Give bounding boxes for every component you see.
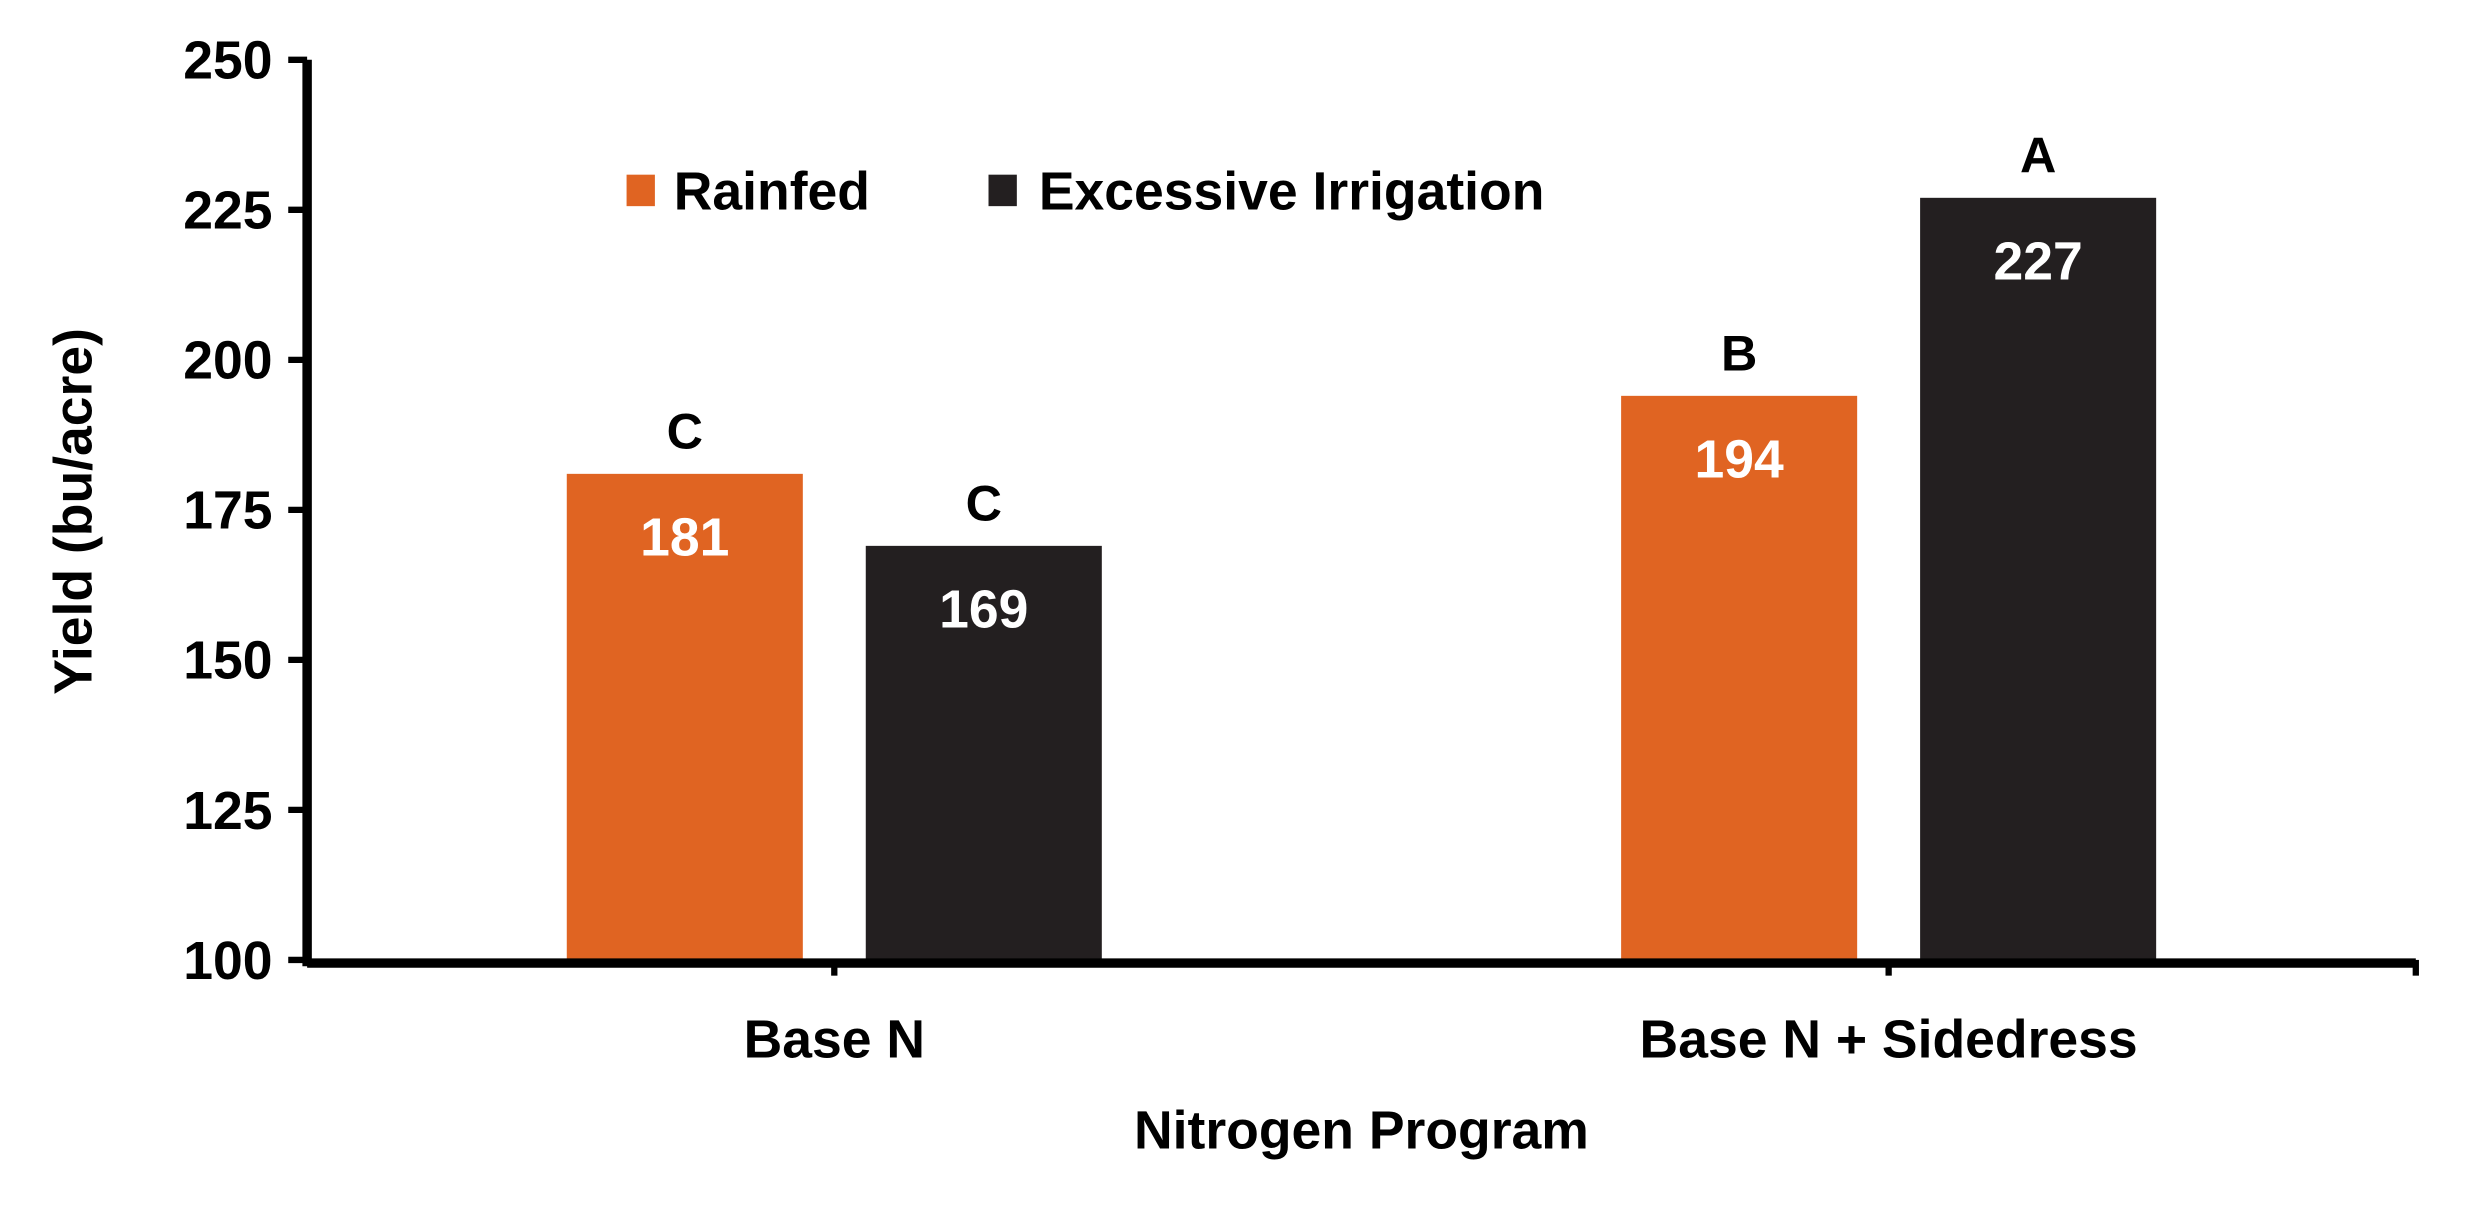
legend-label-excessive-irrigation: Excessive Irrigation bbox=[1039, 162, 1545, 221]
y-tick-label: 200 bbox=[183, 332, 272, 391]
data-label: 227 bbox=[1993, 233, 2082, 292]
x-tick-label: Base N + Sidedress bbox=[1640, 1010, 2138, 1069]
bar bbox=[1621, 395, 1858, 960]
bar bbox=[865, 545, 1102, 960]
y-axis-label: Yield (bu/acre) bbox=[45, 328, 104, 695]
data-label: 181 bbox=[640, 509, 729, 568]
y-tick-label: 100 bbox=[183, 932, 272, 991]
legend-swatch-rainfed bbox=[626, 174, 655, 207]
x-tick-label: Base N bbox=[744, 1010, 925, 1069]
legend-swatch-excessive-irrigation bbox=[988, 174, 1017, 207]
x-axis-label: Nitrogen Program bbox=[1134, 1102, 1589, 1161]
significance-letter: C bbox=[966, 475, 1002, 532]
significance-letter: A bbox=[2020, 127, 2056, 184]
significance-letter: B bbox=[1721, 325, 1757, 382]
data-label: 194 bbox=[1695, 431, 1785, 490]
y-tick-label: 250 bbox=[183, 32, 272, 91]
y-tick-label: 125 bbox=[183, 782, 272, 841]
significance-letter: C bbox=[667, 403, 703, 460]
legend-label-rainfed: Rainfed bbox=[674, 162, 870, 221]
y-tick-label: 150 bbox=[183, 632, 272, 691]
bar bbox=[566, 473, 803, 960]
y-tick-label: 175 bbox=[183, 482, 272, 541]
y-tick-label: 225 bbox=[183, 182, 272, 241]
data-label: 169 bbox=[939, 581, 1028, 640]
bar bbox=[1920, 197, 2157, 960]
